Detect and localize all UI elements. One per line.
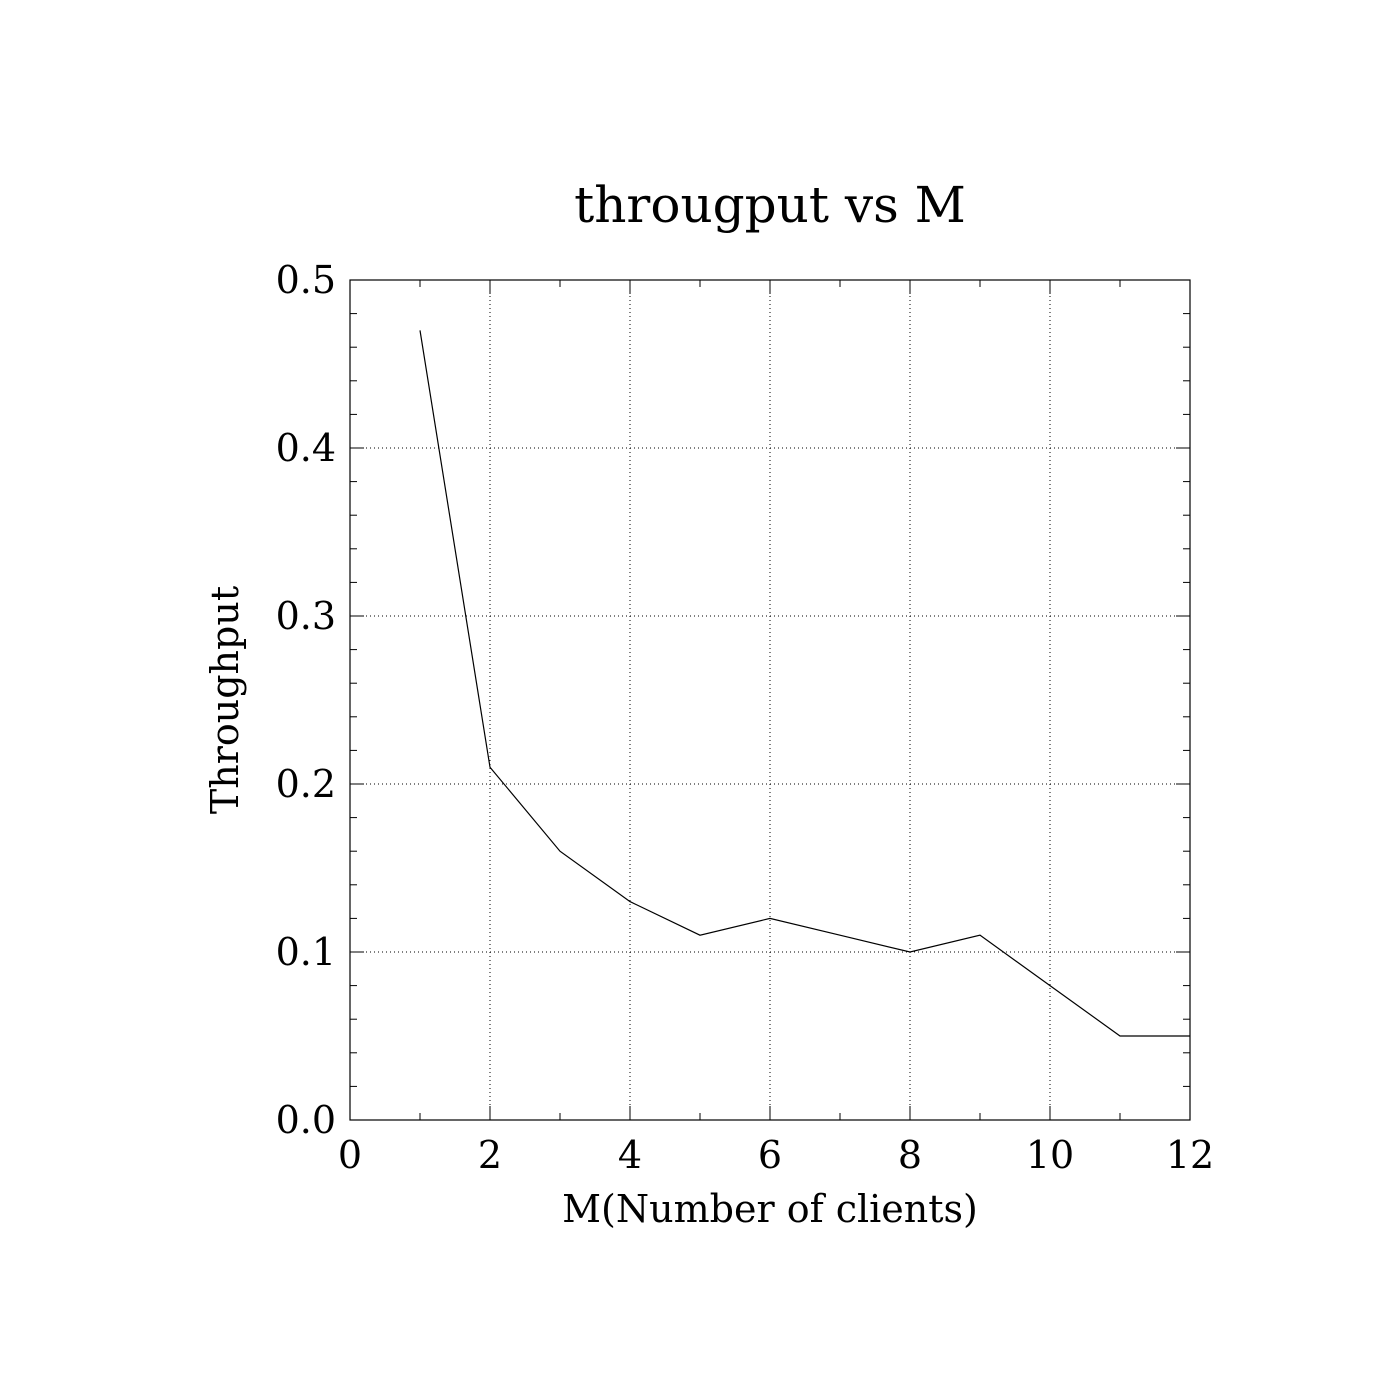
- data-points: [420, 330, 1190, 1036]
- y-tick-labels: 0.0 0.1 0.2 0.3 0.4 0.5: [276, 258, 336, 1142]
- y-axis-label: Throughput: [203, 586, 247, 814]
- grid-lines: [350, 280, 1190, 1120]
- y-tick-label: 0.1: [276, 930, 336, 974]
- x-tick-label: 6: [758, 1133, 782, 1177]
- x-tick-label: 12: [1166, 1133, 1214, 1177]
- axis-ticks: [349, 279, 1191, 1121]
- x-tick-labels: 0 2 4 6 8 10 12: [338, 1133, 1214, 1177]
- x-tick-label: 8: [898, 1133, 922, 1177]
- chart-title: througput vs M: [574, 176, 966, 234]
- x-tick-label: 10: [1026, 1133, 1074, 1177]
- x-tick-label: 0: [338, 1133, 362, 1177]
- y-tick-label: 0.0: [276, 1098, 336, 1142]
- y-tick-label: 0.5: [276, 258, 336, 302]
- x-tick-label: 4: [618, 1133, 642, 1177]
- y-tick-label: 0.4: [276, 426, 336, 470]
- series-line: [419, 330, 1190, 1037]
- y-tick-label: 0.2: [276, 762, 336, 806]
- x-tick-label: 2: [478, 1133, 502, 1177]
- x-axis-label: M(Number of clients): [562, 1187, 978, 1231]
- y-tick-label: 0.3: [276, 594, 336, 638]
